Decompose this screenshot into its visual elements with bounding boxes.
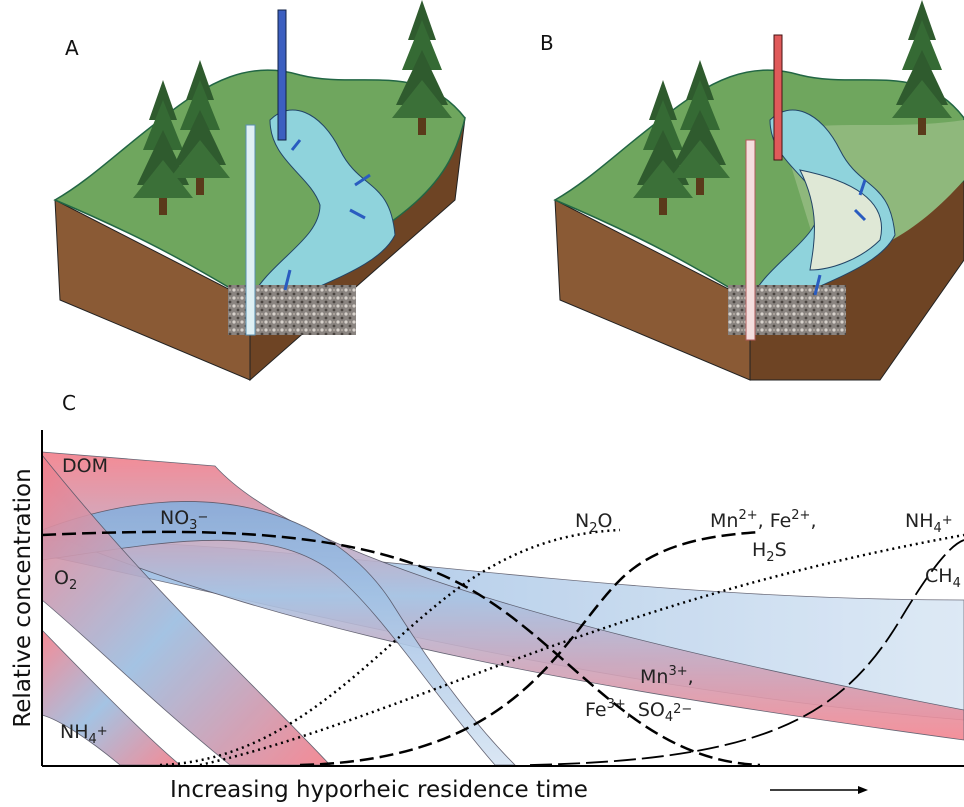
panel-b-illustration (553, 0, 964, 381)
label-text: NH (60, 721, 89, 743)
label-text: , (688, 666, 694, 688)
superscript: 3+ (607, 697, 626, 712)
curve-label: O2 (54, 567, 77, 593)
panel-label: A (65, 36, 79, 60)
label-text: DOM (62, 455, 108, 477)
panel-label: B (540, 31, 554, 55)
label-text: NH (905, 510, 934, 532)
trend-curves (41, 528, 964, 767)
label-text: H (752, 539, 766, 561)
subscript: 4 (89, 732, 97, 747)
curve-label: NO3− (160, 507, 208, 533)
subscript: 2 (589, 521, 597, 536)
label-text: , SO (626, 699, 665, 721)
curve-label: N2O (575, 510, 612, 536)
subscript: 4 (953, 576, 961, 591)
label-text: O (54, 567, 69, 589)
curve-label: DOM (62, 455, 108, 477)
subscript: 3 (189, 518, 197, 533)
label-text: , Fe (758, 510, 792, 532)
panel-a-illustration (53, 0, 466, 382)
label-text: S (775, 539, 787, 561)
panel-label: C (62, 391, 76, 415)
superscript: 2+ (791, 508, 810, 523)
subscript: 4 (934, 521, 942, 536)
label-text: Mn (640, 666, 668, 688)
label-text: , (810, 510, 816, 532)
superscript: − (197, 510, 208, 525)
superscript: + (97, 724, 108, 739)
superscript: 2− (673, 702, 692, 717)
superscript: + (942, 513, 953, 528)
curve-label: NH4+ (905, 510, 953, 536)
label-text: O (598, 510, 613, 532)
curve-label: Mn3+, (640, 664, 694, 688)
x-axis-label: Increasing hyporheic residence time (170, 777, 588, 803)
axis-arrow-head (858, 786, 868, 794)
curve-label: H2S (752, 539, 787, 565)
label-text: CH (925, 565, 953, 587)
subscript: 4 (665, 710, 673, 725)
y-axis-label: Relative concentration (10, 468, 36, 727)
subscript: 2 (69, 578, 77, 593)
concentration-bands (41, 451, 964, 766)
label-text: NO (160, 507, 189, 529)
superscript: 3+ (668, 664, 687, 679)
label-text: Fe (585, 699, 607, 721)
label-text: Mn (710, 510, 738, 532)
superscript: 2+ (738, 508, 757, 523)
curve-label: Mn2+, Fe2+, (710, 508, 817, 532)
curve-label: CH4 (925, 565, 961, 591)
curve-label: Fe3+, SO42− (585, 697, 692, 725)
curve-label: NH4+ (60, 721, 108, 747)
label-text: N (575, 510, 589, 532)
subscript: 2 (766, 550, 774, 565)
